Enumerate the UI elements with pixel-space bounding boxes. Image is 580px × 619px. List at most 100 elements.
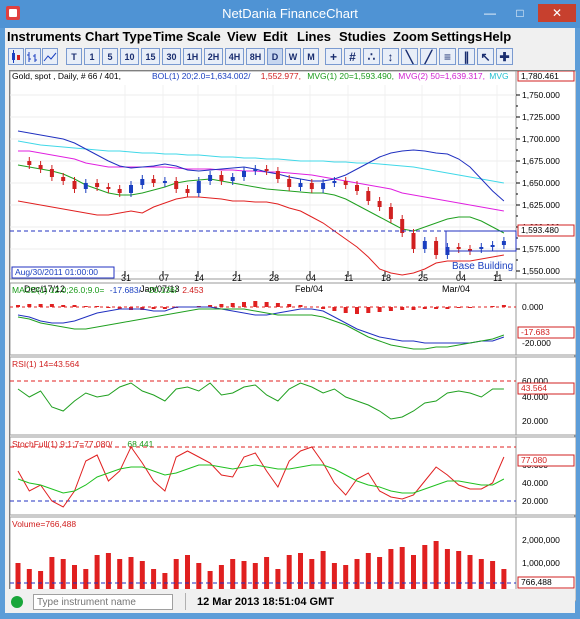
candle-body <box>140 179 145 185</box>
menu-studies[interactable]: Studies <box>339 29 386 44</box>
macd-histogram-bar <box>456 307 461 308</box>
chart-canvas[interactable]: Gold, spot , Daily, # 66 / 401, BOL(1) 20… <box>10 71 576 603</box>
candle-body <box>196 181 201 193</box>
hash-grid-icon[interactable]: # <box>344 48 361 65</box>
candle-body <box>411 233 416 249</box>
macd-histogram-bar <box>298 305 303 307</box>
chart-area[interactable]: Gold, spot , Daily, # 66 / 401, BOL(1) 20… <box>9 70 576 603</box>
menu-view[interactable]: View <box>227 29 257 44</box>
candle-body <box>208 175 213 181</box>
date-tick-label: 11 <box>493 273 502 283</box>
stoch-tick-label: 20.000 <box>522 496 548 506</box>
candle-body <box>253 169 258 171</box>
line-chart-icon[interactable] <box>42 48 58 65</box>
menu-edit[interactable]: Edit <box>263 29 288 44</box>
volume-bar <box>467 555 473 599</box>
macd-histogram-bar <box>83 306 88 307</box>
volume-bar <box>196 563 202 599</box>
timescale-1-button[interactable]: 1 <box>84 48 100 65</box>
pointer-icon[interactable]: ↖ <box>477 48 494 65</box>
volume-tick-label: 1,000,000 <box>522 558 560 568</box>
stoch-k-line <box>17 446 505 508</box>
volume-bar <box>275 569 281 599</box>
channel-icon[interactable]: ∥ <box>458 48 475 65</box>
timescale-15-button[interactable]: 15 <box>141 48 160 65</box>
menu-instruments[interactable]: Instruments <box>7 29 82 44</box>
timescale-2h-button[interactable]: 2H <box>204 48 223 65</box>
stoch-d-line <box>17 464 505 494</box>
zoom-icon[interactable]: ↕ <box>382 48 399 65</box>
candle-body <box>355 185 359 191</box>
separator <box>185 593 186 610</box>
candle-body <box>434 241 439 255</box>
macd-histogram-bar <box>468 307 472 308</box>
timescale-30-button[interactable]: 30 <box>162 48 181 65</box>
timescale-t-button[interactable]: T <box>66 48 82 65</box>
price-panel[interactable] <box>10 71 576 280</box>
rsi-legend-text: RSI(1) 14=43.564 <box>12 359 80 369</box>
candle-body <box>468 249 472 251</box>
price-tick-label: 1,625.000 <box>522 200 560 210</box>
timescale-d-button[interactable]: D <box>267 48 283 65</box>
menu-chart-type[interactable]: Chart Type <box>85 29 152 44</box>
mvg50-line <box>18 150 504 212</box>
mvg-cyan-line <box>17 140 504 184</box>
menu-settings[interactable]: Settings <box>431 29 483 44</box>
timescale-m-button[interactable]: M <box>303 48 319 65</box>
crosshair-tool-icon[interactable]: ✚ <box>496 48 513 65</box>
studies-icon[interactable]: ∴ <box>363 48 380 65</box>
timescale-10-button[interactable]: 10 <box>120 48 139 65</box>
volume-bar <box>60 559 66 599</box>
price-tick-label: 1,650.000 <box>522 178 560 188</box>
menu-time-scale[interactable]: Time Scale <box>153 29 221 44</box>
volume-bar <box>151 569 157 599</box>
timescale-8h-button[interactable]: 8H <box>246 48 265 65</box>
macd-tick-label: 0.000 <box>522 302 544 312</box>
timescale-1h-button[interactable]: 1H <box>183 48 202 65</box>
price-tick-label: 1,550.000 <box>522 266 560 276</box>
price-legend-text: MVG <box>489 71 508 81</box>
maximize-button[interactable]: □ <box>516 6 524 20</box>
candle-body <box>287 179 292 187</box>
menu-lines[interactable]: Lines <box>297 29 331 44</box>
timescale-5-button[interactable]: 5 <box>102 48 118 65</box>
volume-bar <box>264 557 270 599</box>
candle-body <box>83 183 88 189</box>
timescale-4h-button[interactable]: 4H <box>225 48 244 65</box>
date-tick-label: 28 <box>269 273 279 283</box>
macd-histogram-bar <box>61 305 66 307</box>
current-price-box <box>517 224 575 237</box>
price-legend-text: 1,552.977, <box>261 71 301 81</box>
macd-histogram-bar <box>230 303 235 307</box>
fibonacci-icon[interactable]: ≡ <box>439 48 456 65</box>
timescale-w-button[interactable]: W <box>285 48 301 65</box>
stoch-tick-label: 40.000 <box>522 478 548 488</box>
crosshair-icon[interactable]: + <box>325 48 342 65</box>
bollinger-upper-line <box>17 130 505 202</box>
candlestick-chart-icon[interactable] <box>8 48 24 65</box>
stoch-panel[interactable] <box>10 436 576 516</box>
bar-chart-icon[interactable] <box>25 48 41 65</box>
volume-legend-text: Volume=766,488 <box>12 519 76 529</box>
close-button[interactable]: ✕ <box>538 4 576 22</box>
rsi-tick-label: 40.000 <box>522 392 548 402</box>
date-tick-label: 25 <box>418 273 428 283</box>
connection-status-icon[interactable] <box>11 596 23 608</box>
date-tick-label: 11 <box>344 273 353 283</box>
instrument-search-input[interactable] <box>33 594 173 610</box>
menu-zoom[interactable]: Zoom <box>393 29 429 44</box>
macd-panel[interactable] <box>10 282 576 356</box>
status-bar: 12 Mar 2013 18:51:04 GMT <box>5 589 575 613</box>
macd-histogram-bar <box>343 307 348 313</box>
macd-legend-text: MACD(1) 12.0;26.0;9.0= <box>12 285 104 295</box>
stoch-value-label: 77.080 <box>521 455 547 465</box>
menu-bar: Instruments Chart Type Time Scale View Edit L… <box>5 28 575 46</box>
volume-bar <box>38 571 44 599</box>
volume-bar <box>490 561 496 599</box>
draw-line-icon[interactable]: ╲ <box>401 48 418 65</box>
macd-histogram-bar <box>106 307 111 308</box>
minimize-button[interactable]: — <box>484 6 496 20</box>
date-tick-label: 04 <box>456 273 466 283</box>
menu-help[interactable]: Help <box>483 29 512 44</box>
draw-trend-icon[interactable]: ╱ <box>420 48 437 65</box>
